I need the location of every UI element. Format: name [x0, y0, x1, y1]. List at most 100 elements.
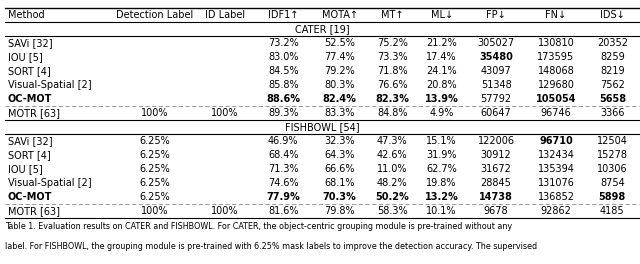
Text: 30912: 30912	[481, 150, 511, 160]
Text: CATER [19]: CATER [19]	[294, 24, 349, 34]
Text: 8754: 8754	[600, 178, 625, 188]
Text: 62.7%: 62.7%	[426, 164, 457, 174]
Text: 8259: 8259	[600, 52, 625, 62]
Text: Table 1. Evaluation results on CATER and FISHBOWL. For CATER, the object-centric: Table 1. Evaluation results on CATER and…	[5, 222, 512, 231]
Text: 48.2%: 48.2%	[377, 178, 408, 188]
Text: 96710: 96710	[539, 136, 573, 146]
Text: 122006: 122006	[477, 136, 515, 146]
Text: 73.3%: 73.3%	[377, 52, 408, 62]
Text: 15278: 15278	[597, 150, 628, 160]
Text: 46.9%: 46.9%	[268, 136, 298, 146]
Text: SAVi [32]: SAVi [32]	[8, 136, 52, 146]
Text: 19.8%: 19.8%	[426, 178, 457, 188]
Text: 83.3%: 83.3%	[324, 108, 355, 118]
Text: 31672: 31672	[481, 164, 511, 174]
Text: 130810: 130810	[538, 38, 574, 48]
Text: MOTR [63]: MOTR [63]	[8, 108, 60, 118]
Text: IOU [5]: IOU [5]	[8, 52, 42, 62]
Text: 77.4%: 77.4%	[324, 52, 355, 62]
Text: 35480: 35480	[479, 52, 513, 62]
Text: FN↓: FN↓	[545, 10, 566, 20]
Text: 4185: 4185	[600, 206, 625, 216]
Text: FP↓: FP↓	[486, 10, 506, 20]
Text: MOTA↑: MOTA↑	[321, 10, 358, 20]
Text: 80.3%: 80.3%	[324, 80, 355, 90]
Text: 70.3%: 70.3%	[323, 192, 356, 202]
Text: MOTR [63]: MOTR [63]	[8, 206, 60, 216]
Text: 47.3%: 47.3%	[377, 136, 408, 146]
Text: OC-MOT: OC-MOT	[8, 94, 52, 104]
Text: IDF1↑: IDF1↑	[268, 10, 298, 20]
Text: MT↑: MT↑	[381, 10, 404, 20]
Text: 173595: 173595	[538, 52, 575, 62]
Text: 17.4%: 17.4%	[426, 52, 457, 62]
Text: 14738: 14738	[479, 192, 513, 202]
Text: 88.6%: 88.6%	[266, 94, 300, 104]
Text: 57792: 57792	[481, 94, 512, 104]
Text: 84.5%: 84.5%	[268, 66, 298, 76]
Text: 8219: 8219	[600, 66, 625, 76]
Text: FISHBOWL [54]: FISHBOWL [54]	[285, 122, 359, 132]
Text: 85.8%: 85.8%	[268, 80, 298, 90]
Text: 13.9%: 13.9%	[425, 94, 458, 104]
Text: 89.3%: 89.3%	[268, 108, 298, 118]
Text: 105054: 105054	[536, 94, 576, 104]
Text: 32.3%: 32.3%	[324, 136, 355, 146]
Text: 77.9%: 77.9%	[266, 192, 300, 202]
Text: 68.4%: 68.4%	[268, 150, 298, 160]
Text: 43097: 43097	[481, 66, 511, 76]
Text: 15.1%: 15.1%	[426, 136, 457, 146]
Text: Method: Method	[8, 10, 44, 20]
Text: 10.1%: 10.1%	[426, 206, 457, 216]
Text: 6.25%: 6.25%	[140, 164, 170, 174]
Text: 71.3%: 71.3%	[268, 164, 298, 174]
Text: 79.2%: 79.2%	[324, 66, 355, 76]
Text: 28845: 28845	[481, 178, 511, 188]
Text: 135394: 135394	[538, 164, 575, 174]
Text: 6.25%: 6.25%	[140, 150, 170, 160]
Text: 5898: 5898	[598, 192, 626, 202]
Text: 129680: 129680	[538, 80, 575, 90]
Text: 84.8%: 84.8%	[377, 108, 408, 118]
Text: 6.25%: 6.25%	[140, 136, 170, 146]
Text: IOU [5]: IOU [5]	[8, 164, 42, 174]
Text: 58.3%: 58.3%	[377, 206, 408, 216]
Text: OC-MOT: OC-MOT	[8, 192, 52, 202]
Text: 82.3%: 82.3%	[376, 94, 409, 104]
Text: 60647: 60647	[481, 108, 511, 118]
Text: label. For FISHBOWL, the grouping module is pre-trained with 6.25% mask labels t: label. For FISHBOWL, the grouping module…	[5, 242, 537, 251]
Text: 66.6%: 66.6%	[324, 164, 355, 174]
Text: Visual-Spatial [2]: Visual-Spatial [2]	[8, 80, 92, 90]
Text: SORT [4]: SORT [4]	[8, 66, 51, 76]
Text: 96746: 96746	[541, 108, 572, 118]
Text: 52.5%: 52.5%	[324, 38, 355, 48]
Text: 12504: 12504	[597, 136, 628, 146]
Text: 21.2%: 21.2%	[426, 38, 457, 48]
Text: 73.2%: 73.2%	[268, 38, 299, 48]
Text: 64.3%: 64.3%	[324, 150, 355, 160]
Text: SORT [4]: SORT [4]	[8, 150, 51, 160]
Text: 100%: 100%	[141, 108, 168, 118]
Text: 24.1%: 24.1%	[426, 66, 457, 76]
Text: 100%: 100%	[211, 206, 239, 216]
Text: 7562: 7562	[600, 80, 625, 90]
Text: 100%: 100%	[211, 108, 239, 118]
Text: 13.2%: 13.2%	[425, 192, 458, 202]
Text: 76.6%: 76.6%	[377, 80, 408, 90]
Text: 6.25%: 6.25%	[140, 192, 170, 202]
Text: 10306: 10306	[597, 164, 628, 174]
Text: 148068: 148068	[538, 66, 574, 76]
Text: 71.8%: 71.8%	[377, 66, 408, 76]
Text: 42.6%: 42.6%	[377, 150, 408, 160]
Text: 92862: 92862	[541, 206, 572, 216]
Text: 50.2%: 50.2%	[376, 192, 409, 202]
Text: 20.8%: 20.8%	[426, 80, 457, 90]
Text: 131076: 131076	[538, 178, 575, 188]
Text: 51348: 51348	[481, 80, 511, 90]
Text: Detection Label: Detection Label	[116, 10, 193, 20]
Text: SAVi [32]: SAVi [32]	[8, 38, 52, 48]
Text: ML↓: ML↓	[431, 10, 452, 20]
Text: 82.4%: 82.4%	[323, 94, 356, 104]
Text: 4.9%: 4.9%	[429, 108, 454, 118]
Text: 305027: 305027	[477, 38, 515, 48]
